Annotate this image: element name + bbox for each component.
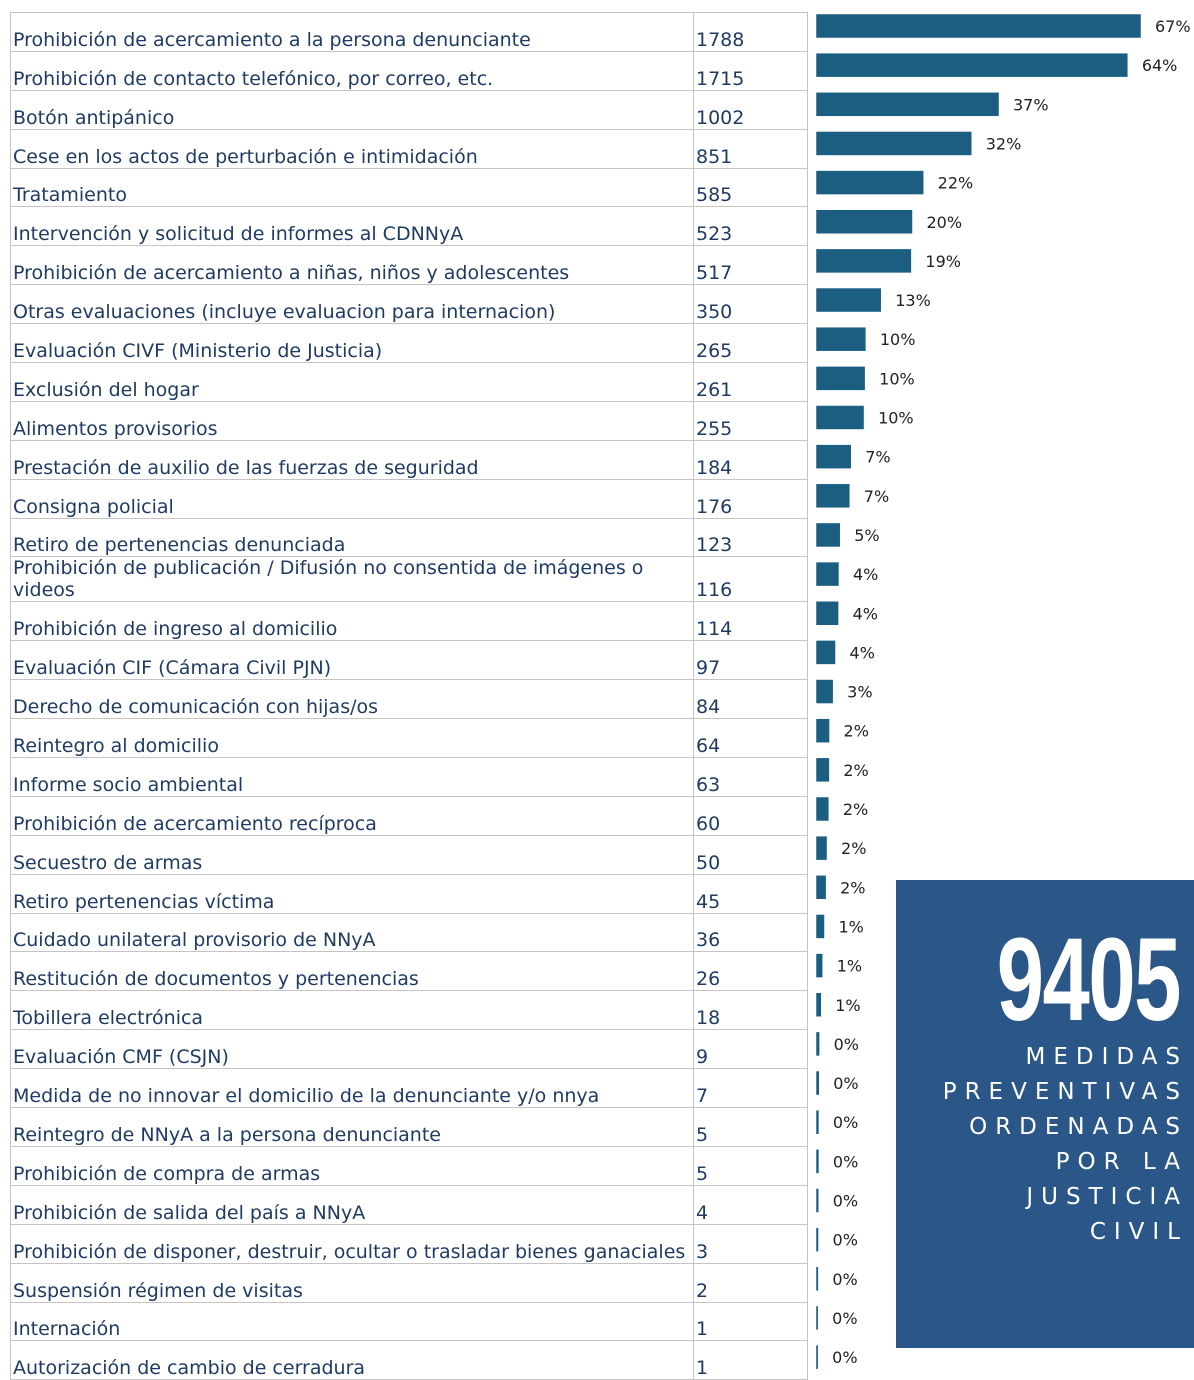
bar xyxy=(817,681,832,703)
percent-label: 7% xyxy=(864,487,889,506)
percent-label: 67% xyxy=(1155,17,1191,36)
percent-label: 0% xyxy=(833,1113,858,1132)
bar xyxy=(817,1150,818,1172)
percent-label: 1% xyxy=(835,996,860,1015)
callout-line: POR LA xyxy=(896,1145,1188,1180)
percent-label: 32% xyxy=(986,134,1022,153)
percent-label: 10% xyxy=(878,409,914,428)
percent-label: 0% xyxy=(832,1270,857,1289)
bar xyxy=(817,1033,819,1055)
bar xyxy=(817,250,910,272)
percent-label: 5% xyxy=(854,526,879,545)
bar xyxy=(817,524,839,546)
percent-label: 0% xyxy=(833,1152,858,1171)
percent-label: 0% xyxy=(833,1074,858,1093)
percent-label: 10% xyxy=(879,369,915,388)
bar xyxy=(817,759,828,781)
percent-label: 7% xyxy=(865,448,890,467)
percent-label: 22% xyxy=(938,174,974,193)
bar xyxy=(817,132,971,154)
percent-label: 0% xyxy=(832,1309,857,1328)
bar xyxy=(817,367,864,389)
bar xyxy=(817,720,829,742)
percent-label: 2% xyxy=(843,761,868,780)
total-number: 9405 xyxy=(976,920,1180,1040)
bar xyxy=(817,1190,818,1212)
bar xyxy=(817,485,849,507)
bar xyxy=(817,407,863,429)
bar xyxy=(817,994,820,1016)
bar xyxy=(817,1072,818,1094)
percent-label: 64% xyxy=(1142,56,1178,75)
percent-label: 3% xyxy=(847,683,872,702)
bar xyxy=(817,915,824,937)
percent-label: 1% xyxy=(837,957,862,976)
bar xyxy=(817,1111,818,1133)
bar xyxy=(817,54,1127,76)
bar xyxy=(817,641,835,663)
percent-label: 0% xyxy=(832,1348,857,1367)
percent-label: 13% xyxy=(895,291,931,310)
bar xyxy=(817,328,865,350)
bar xyxy=(817,602,838,624)
percent-label: 19% xyxy=(925,252,961,271)
percent-label: 1% xyxy=(839,917,864,936)
percent-label: 2% xyxy=(841,839,866,858)
callout-line: CIVIL xyxy=(896,1215,1188,1250)
callout-line: JUSTICIA xyxy=(896,1180,1188,1215)
bar xyxy=(817,93,998,115)
callout-line: ORDENADAS xyxy=(896,1110,1188,1145)
percent-label: 20% xyxy=(926,213,962,232)
percent-label: 37% xyxy=(1013,95,1049,114)
percent-label: 4% xyxy=(853,604,878,623)
bar xyxy=(817,1229,818,1251)
percent-label: 2% xyxy=(843,800,868,819)
percent-label: 2% xyxy=(840,878,865,897)
percent-label: 2% xyxy=(844,722,869,741)
bar xyxy=(817,837,826,859)
bar xyxy=(817,563,838,585)
percent-label: 10% xyxy=(880,330,916,349)
bar xyxy=(817,955,822,977)
percent-label: 0% xyxy=(833,1231,858,1250)
percent-label: 4% xyxy=(850,643,875,662)
bar xyxy=(817,289,880,311)
bar xyxy=(817,876,825,898)
percent-label: 0% xyxy=(834,1035,859,1054)
callout-line: PREVENTIVAS xyxy=(896,1075,1188,1110)
bar xyxy=(817,446,850,468)
bar xyxy=(817,211,911,233)
bar xyxy=(817,172,923,194)
percent-label: 4% xyxy=(853,565,878,584)
bar xyxy=(817,798,828,820)
bar xyxy=(817,15,1140,37)
percent-label: 0% xyxy=(833,1192,858,1211)
